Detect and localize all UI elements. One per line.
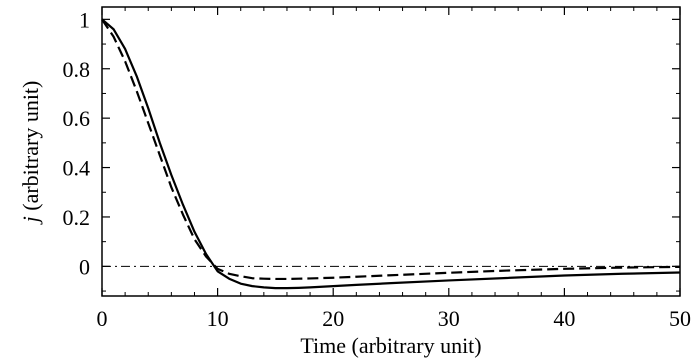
- ticks-layer: [101, 7, 681, 296]
- y-tick-label: 1: [79, 7, 90, 32]
- y-tick-label: 0.6: [63, 106, 91, 131]
- x-tick-label: 20: [322, 306, 344, 331]
- plot-frame: [101, 6, 681, 297]
- series-line-dashed: [101, 18, 681, 281]
- x-tick-label: 0: [97, 306, 108, 331]
- plot-border: [101, 6, 681, 297]
- x-tick-label: 40: [553, 306, 575, 331]
- y-axis-label-unit: (arbitrary unit): [18, 81, 43, 217]
- x-tick-label: 30: [438, 306, 460, 331]
- series-layer: [101, 18, 681, 290]
- y-tick-label: 0.8: [63, 57, 91, 82]
- x-tick-label: 50: [669, 306, 691, 331]
- y-axis-label-symbol: j: [18, 216, 43, 225]
- y-axis-label: j (arbitrary unit): [18, 81, 43, 226]
- x-axis-label: Time (arbitrary unit): [300, 333, 481, 358]
- x-tick-label: 10: [207, 306, 229, 331]
- tick-labels-layer: 0 10 20 30 40 50 0 0.2 0.4 0.6 0.8 1: [63, 7, 691, 331]
- y-tick-label: 0.2: [63, 205, 91, 230]
- y-tick-label: 0.4: [63, 156, 91, 181]
- series-line-solid: [101, 18, 681, 290]
- y-tick-label: 0: [79, 254, 90, 279]
